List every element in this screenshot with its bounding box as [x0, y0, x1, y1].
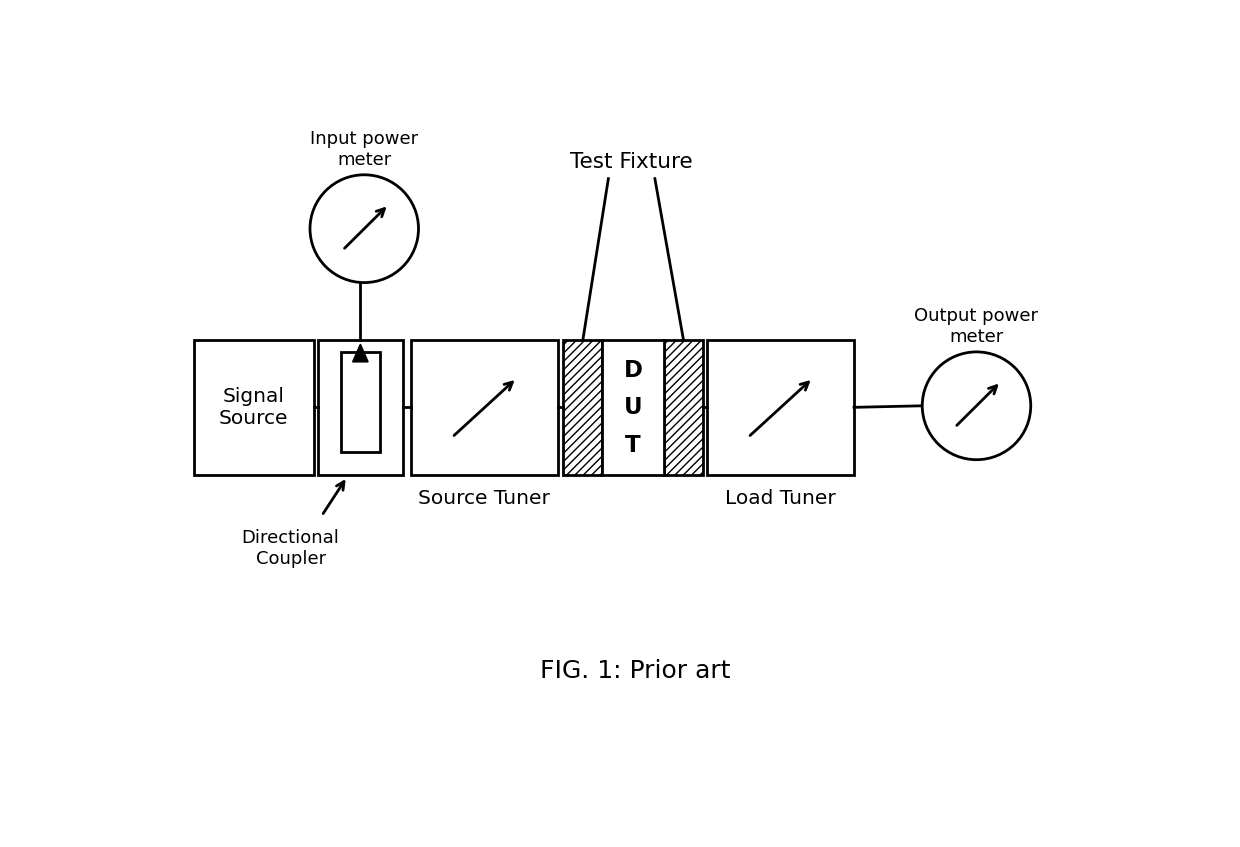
Bar: [563, 340, 603, 475]
Text: Source Tuner: Source Tuner: [418, 489, 551, 508]
Bar: [341, 352, 379, 452]
Ellipse shape: [310, 174, 419, 283]
Text: Load Tuner: Load Tuner: [725, 489, 836, 508]
Ellipse shape: [923, 352, 1030, 460]
Text: D
U
T: D U T: [624, 359, 642, 457]
Text: Test Fixture: Test Fixture: [570, 152, 693, 172]
Text: Input power
meter: Input power meter: [310, 130, 418, 169]
Text: Output power
meter: Output power meter: [915, 307, 1039, 346]
Bar: [665, 340, 703, 475]
Text: Signal
Source: Signal Source: [219, 387, 289, 429]
Bar: [603, 340, 665, 475]
Text: Directional
Coupler: Directional Coupler: [242, 529, 340, 567]
Polygon shape: [352, 344, 368, 362]
Bar: [410, 340, 558, 475]
Bar: [707, 340, 854, 475]
Bar: [193, 340, 314, 475]
Text: FIG. 1: Prior art: FIG. 1: Prior art: [541, 660, 730, 684]
Bar: [317, 340, 403, 475]
